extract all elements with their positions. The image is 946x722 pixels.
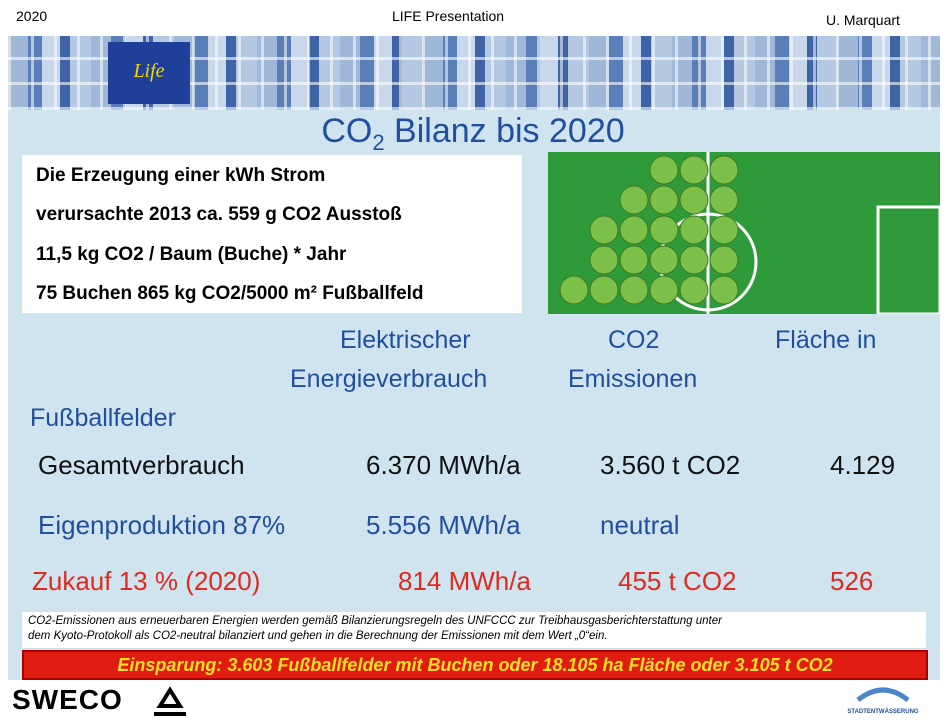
city-logo-text: STADTENTWÄSSERUNG	[838, 709, 928, 715]
column-header: Elektrischer	[340, 326, 471, 355]
fact-line: verursachte 2013 ca. 559 g CO2 Ausstoß	[36, 204, 402, 226]
tree	[710, 276, 738, 304]
tree	[650, 216, 678, 244]
table-cell: 526	[830, 566, 873, 597]
fact-line: 11,5 kg CO2 / Baum (Buche) * Jahr	[36, 244, 346, 266]
tree	[590, 216, 618, 244]
tree	[710, 246, 738, 274]
header-left: 2020	[16, 8, 47, 24]
column-header: Energieverbrauch	[290, 365, 487, 394]
tree	[560, 276, 588, 304]
city-logo: STADTENTWÄSSERUNG	[838, 680, 928, 718]
tree	[650, 246, 678, 274]
tree	[710, 156, 738, 184]
table-cell: Zukauf 13 % (2020)	[32, 566, 260, 597]
tree	[620, 216, 648, 244]
tree	[680, 156, 708, 184]
fact-line: 75 Buchen 865 kg CO2/5000 m² Fußballfeld	[36, 283, 424, 305]
table-cell: 455 t CO2	[618, 566, 737, 597]
column-header: Emissionen	[568, 365, 697, 394]
table-cell: 4.129	[830, 450, 895, 481]
tree	[680, 246, 708, 274]
eu-life-logo: Life	[108, 42, 190, 104]
header-right: U. Marquart	[826, 12, 900, 28]
tree	[590, 276, 618, 304]
sweco-symbol	[150, 686, 190, 716]
tree	[710, 186, 738, 214]
table-cell: 6.370 MWh/a	[366, 450, 521, 481]
title-subscript: 2	[372, 130, 384, 155]
football-field-image	[548, 152, 940, 314]
table-cell: neutral	[600, 510, 680, 541]
column-header: Fußballfelder	[30, 404, 176, 433]
title-suffix: Bilanz bis 2020	[394, 112, 625, 150]
footnote: CO2-Emissionen aus erneuerbaren Energien…	[22, 612, 926, 648]
city-logo-wave	[838, 680, 928, 704]
slide: 2020 LIFE Presentation U. Marquart Life …	[0, 0, 946, 722]
title-prefix: CO	[321, 112, 372, 150]
tree	[620, 246, 648, 274]
column-header: CO2	[608, 326, 659, 355]
tree	[620, 276, 648, 304]
tree	[680, 276, 708, 304]
table-cell: 814 MWh/a	[398, 566, 531, 597]
footnote-line: dem Kyoto-Protokoll als CO2-neutral bila…	[28, 629, 920, 644]
tree	[620, 186, 648, 214]
tree	[680, 216, 708, 244]
facts-box: Die Erzeugung einer kWh Strom verursacht…	[22, 155, 522, 313]
header-center: LIFE Presentation	[392, 8, 504, 24]
table-cell: Gesamtverbrauch	[38, 450, 245, 481]
sweco-logo: SWECO	[12, 684, 123, 716]
tree	[650, 186, 678, 214]
tree	[650, 276, 678, 304]
footnote-line: CO2-Emissionen aus erneuerbaren Energien…	[28, 614, 920, 629]
logo-text: Life	[108, 60, 190, 83]
tree	[590, 246, 618, 274]
column-header: Fläche in	[775, 326, 876, 355]
table-cell: 5.556 MWh/a	[366, 510, 521, 541]
tree	[710, 216, 738, 244]
table-cell: 3.560 t CO2	[600, 450, 740, 481]
fact-line: Die Erzeugung einer kWh Strom	[36, 165, 325, 187]
savings-banner: Einsparung: 3.603 Fußballfelder mit Buch…	[22, 650, 928, 680]
table-cell: Eigenproduktion 87%	[38, 510, 285, 541]
slide-title: CO2 Bilanz bis 2020	[0, 112, 946, 156]
tree	[650, 156, 678, 184]
tree	[680, 186, 708, 214]
